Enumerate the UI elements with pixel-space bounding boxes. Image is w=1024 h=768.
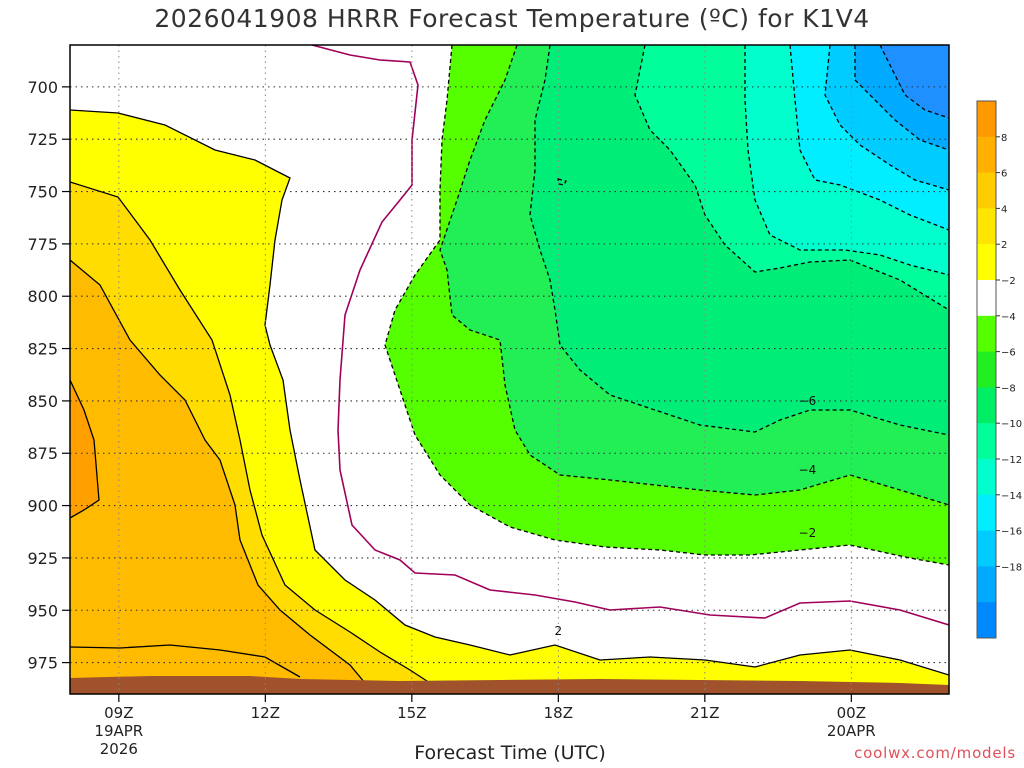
contour-labels: 2 −6 −4 −2: [555, 394, 817, 638]
contour-line-neg4: [439, 45, 949, 506]
colorbar-swatch: [977, 566, 996, 603]
colorbar-tick-label: −2: [1001, 276, 1016, 287]
colorbar-tick-label: −10: [1001, 419, 1022, 430]
colorbar-swatch: [977, 244, 996, 281]
contour-line-neg10: [744, 45, 949, 276]
x-tick-label: 21Z: [690, 704, 719, 722]
plot-frame: [69, 44, 950, 695]
contour-lines: [70, 45, 949, 684]
grid: [70, 45, 949, 694]
contour-line-neg8: [634, 45, 949, 311]
x-tick-sublabel: 20APR: [827, 722, 876, 740]
y-tick-label: 825: [27, 340, 58, 359]
x-tick-label: 12Z: [251, 704, 280, 722]
colorbar-tick-label: −6: [1001, 348, 1016, 359]
ground-layer: [70, 676, 949, 694]
contour-line-4: [70, 181, 431, 684]
fill-warm-6: [70, 260, 365, 683]
colorbar-swatch: [977, 208, 996, 245]
colorbar-tick-label: 4: [1001, 204, 1007, 215]
y-tick-label: 975: [27, 654, 58, 673]
contour-line-zero: [311, 45, 949, 626]
y-axis: 700 725 750 775 800 825 850 875 900 925 950 975: [27, 78, 70, 673]
ground-fill: [70, 676, 949, 694]
y-tick-label: 850: [27, 392, 58, 411]
contour-line-2: [70, 109, 949, 676]
y-tick-label: 950: [27, 601, 58, 620]
y-tick-label: 875: [27, 444, 58, 463]
contour-line-neg18: [879, 45, 949, 119]
colorbar-swatch: [977, 351, 996, 388]
colorbar-tick-label: −14: [1001, 491, 1022, 502]
colorbar-tick-label: −16: [1001, 527, 1022, 538]
y-tick-label: 800: [27, 287, 58, 306]
colorbar-swatch: [977, 423, 996, 460]
contour-line-neg6: [529, 45, 949, 436]
colorbar: 8 6 4 2 −2 −4 −6 −8 −10 −12 −14 −16 −18: [976, 100, 1022, 639]
x-tick-sublabel: 2026: [100, 740, 138, 758]
x-axis-label: Forecast Time (UTC): [414, 742, 606, 764]
contour-line-neg2: [384, 45, 949, 566]
fill-warm-8: [70, 380, 99, 518]
colorbar-swatch: [977, 602, 996, 639]
chart-title: 2026041908 HRRR Forecast Temperature (ºC…: [154, 4, 870, 33]
x-tick-label: 15Z: [397, 704, 426, 722]
colorbar-tick-label: −4: [1001, 312, 1016, 323]
contour-line-neg14: [824, 45, 949, 191]
y-tick-label: 725: [27, 130, 58, 149]
y-tick-label: 700: [27, 78, 58, 97]
contour-lines-negative: [384, 45, 949, 566]
contour-label: −6: [799, 394, 817, 408]
contour-line-6: [70, 259, 366, 684]
y-tick-label: 900: [27, 497, 58, 516]
contour-label: 2: [555, 624, 563, 638]
colorbar-swatch: [977, 530, 996, 567]
colorbar-swatch: [977, 280, 996, 317]
colorbar-swatch: [977, 459, 996, 496]
filled-contours: [70, 45, 949, 694]
contour-line-ground: [70, 644, 301, 678]
y-tick-label: 775: [27, 235, 58, 254]
colorbar-tick-label: −18: [1001, 562, 1022, 573]
x-tick-label: 00Z: [837, 704, 866, 722]
contour-line-8: [70, 379, 100, 519]
fill-cold-18: [880, 45, 949, 118]
x-tick-label: 09Z: [104, 704, 133, 722]
y-tick-label: 750: [27, 183, 58, 202]
colorbar-swatch: [977, 136, 996, 174]
y-tick-label: 925: [27, 549, 58, 568]
x-tick-label: 18Z: [544, 704, 573, 722]
colorbar-swatch: [977, 494, 996, 532]
colorbar-tick-label: 2: [1001, 240, 1007, 251]
x-tick-sublabel: 19APR: [94, 722, 143, 740]
colorbar-tick-label: 8: [1001, 133, 1007, 144]
colorbar-swatch: [977, 387, 996, 424]
contour-label: −4: [799, 463, 817, 477]
colorbar-swatch: [977, 315, 996, 353]
contour-line-neg16: [854, 45, 949, 151]
colorbar-frame: [976, 100, 997, 639]
colorbar-tick-label: −12: [1001, 455, 1022, 466]
colorbar-swatch: [977, 101, 996, 138]
contour-label: −2: [799, 526, 817, 540]
fill-warm-2: [70, 110, 949, 694]
credit-link[interactable]: coolwx.com/models: [854, 744, 1016, 762]
colorbar-swatch: [977, 172, 996, 209]
colorbar-tick-label: 6: [1001, 169, 1007, 180]
colorbar-tick-label: −8: [1001, 383, 1016, 394]
contour-line-neg12: [789, 45, 949, 231]
